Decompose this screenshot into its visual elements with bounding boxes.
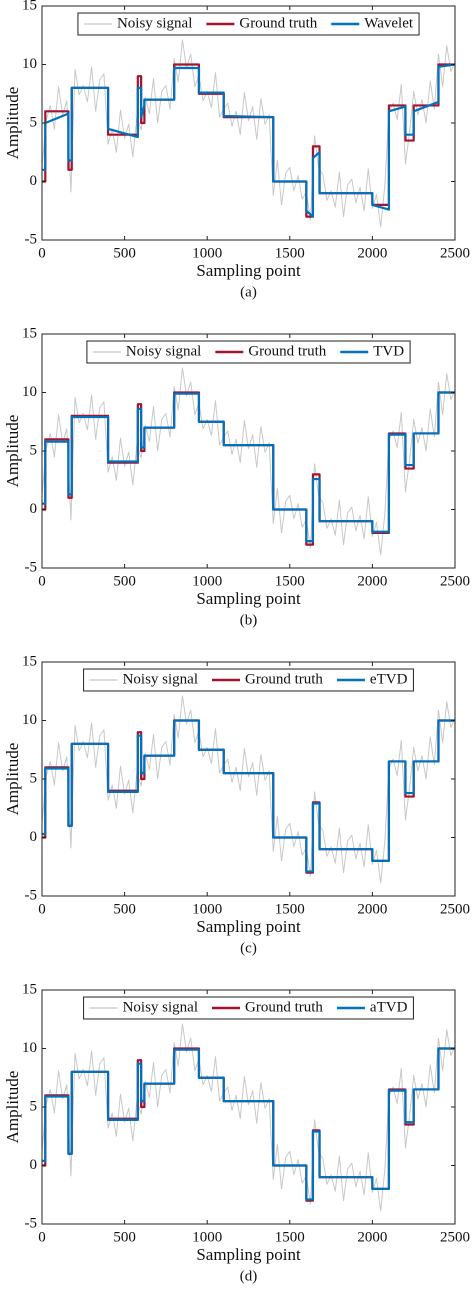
y-axis-title: Amplitude <box>3 743 22 816</box>
legend-label: Wavelet <box>364 15 414 31</box>
x-tick-label: 1000 <box>192 1229 222 1245</box>
legend-label: Noisy signal <box>117 15 192 31</box>
y-tick-label: 0 <box>30 501 38 517</box>
y-tick-label: 5 <box>30 770 38 786</box>
series-line <box>42 63 455 218</box>
caption: (c) <box>240 940 257 956</box>
x-tick-label: 500 <box>113 1229 136 1245</box>
legend-label: eTVD <box>370 671 408 687</box>
y-tick-label: 5 <box>30 114 38 130</box>
caption: (a) <box>240 284 257 300</box>
x-tick-label: 500 <box>113 901 136 917</box>
x-tick-label: 1500 <box>275 245 305 261</box>
legend: Noisy signal Ground truth aTVD <box>83 996 414 1020</box>
y-tick-label: 15 <box>22 0 37 13</box>
x-tick-label: 2000 <box>357 245 387 261</box>
x-tick-label: 0 <box>38 901 46 917</box>
x-tick-label: 2500 <box>440 1229 470 1245</box>
legend-label: Ground truth <box>239 15 317 31</box>
x-tick-label: 500 <box>113 245 136 261</box>
plot-area <box>42 334 455 568</box>
series-line <box>42 1047 455 1201</box>
x-axis-title: Sampling point <box>196 589 301 608</box>
x-tick-label: 2000 <box>357 573 387 589</box>
x-tick-label: 0 <box>38 245 46 261</box>
legend-box <box>83 668 414 692</box>
x-tick-label: 1500 <box>275 901 305 917</box>
y-tick-label: -5 <box>25 231 38 247</box>
y-tick-label: 10 <box>22 56 37 72</box>
y-tick-label: 15 <box>22 325 37 341</box>
y-tick-label: 0 <box>30 173 38 189</box>
x-tick-label: 1000 <box>192 573 222 589</box>
legend-label: aTVD <box>370 999 408 1015</box>
x-tick-label: 2500 <box>440 245 470 261</box>
x-tick-label: 1500 <box>275 1229 305 1245</box>
legend: Noisy signal Ground truth TVD <box>86 340 411 364</box>
y-tick-label: 15 <box>22 981 37 997</box>
legend-box <box>83 996 414 1020</box>
legend-box <box>77 12 420 36</box>
y-tick-label: 10 <box>22 712 37 728</box>
x-tick-label: 2500 <box>440 573 470 589</box>
x-tick-label: 1500 <box>275 573 305 589</box>
y-tick-label: -5 <box>25 887 38 903</box>
x-axis-title: Sampling point <box>196 917 301 936</box>
y-tick-label: 0 <box>30 829 38 845</box>
x-tick-label: 1000 <box>192 245 222 261</box>
legend-label: Ground truth <box>245 999 323 1015</box>
y-tick-label: 5 <box>30 1098 38 1114</box>
caption: (b) <box>240 612 258 628</box>
legend-box <box>86 340 411 364</box>
x-axis-title: Sampling point <box>196 261 301 280</box>
y-tick-label: 15 <box>22 653 37 669</box>
legend-label: Noisy signal <box>126 343 201 359</box>
legend-label: Noisy signal <box>123 999 198 1015</box>
legend-label: Ground truth <box>248 343 326 359</box>
legend-label: Ground truth <box>245 671 323 687</box>
x-tick-label: 2500 <box>440 901 470 917</box>
series-line <box>42 391 455 543</box>
x-axis-title: Sampling point <box>196 1245 301 1264</box>
x-tick-label: 2000 <box>357 901 387 917</box>
y-tick-label: -5 <box>25 1215 38 1231</box>
y-axis-title: Amplitude <box>3 415 22 488</box>
x-tick-label: 0 <box>38 1229 46 1245</box>
legend: Noisy signal Ground truth eTVD <box>83 668 414 692</box>
y-tick-label: 5 <box>30 442 38 458</box>
legend-label: TVD <box>373 343 404 359</box>
plot-area <box>42 6 455 240</box>
x-tick-label: 2000 <box>357 1229 387 1245</box>
caption: (d) <box>240 1268 258 1284</box>
series-line <box>42 719 455 873</box>
x-tick-label: 500 <box>113 573 136 589</box>
plot-area <box>42 662 455 896</box>
x-tick-label: 1000 <box>192 901 222 917</box>
y-axis-title: Amplitude <box>3 87 22 160</box>
y-tick-label: -5 <box>25 559 38 575</box>
y-axis-title: Amplitude <box>3 1071 22 1144</box>
y-tick-label: 10 <box>22 384 37 400</box>
plot-area <box>42 990 455 1224</box>
legend-label: Noisy signal <box>123 671 198 687</box>
y-tick-label: 10 <box>22 1040 37 1056</box>
y-tick-label: 0 <box>30 1157 38 1173</box>
x-tick-label: 0 <box>38 573 46 589</box>
legend: Noisy signal Ground truth Wavelet <box>77 12 420 36</box>
